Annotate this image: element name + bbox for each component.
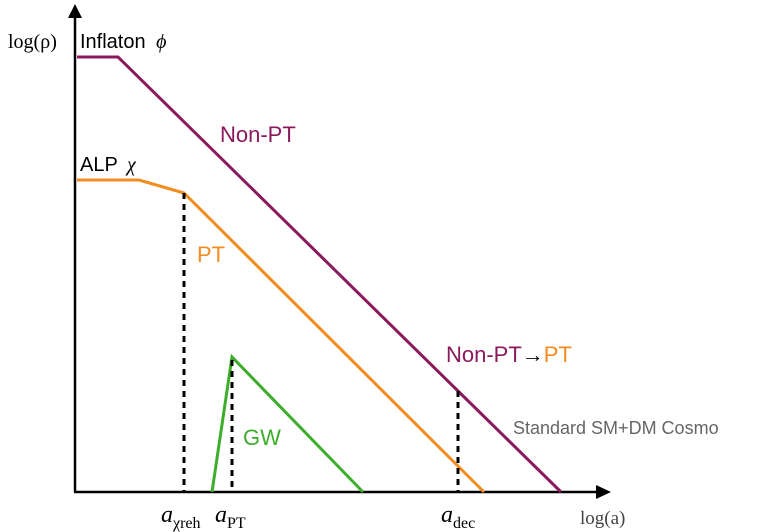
alp-curve: [77, 178, 486, 494]
y-axis-label: log(ρ): [8, 31, 57, 53]
alp-label-text: ALP: [80, 154, 117, 176]
y-axis-arrowhead: [68, 4, 82, 18]
standard-cosmo-label: Standard SM+DM Cosmo: [513, 418, 719, 438]
alp-label: ALP χ: [80, 154, 137, 176]
x-axis-arrowhead: [596, 485, 611, 499]
a-dec-base: a: [441, 502, 453, 528]
non-pt-to-pt-arrow: →: [522, 342, 544, 367]
a-pt-label: aPT: [215, 502, 246, 532]
a-dec-sub: dec: [453, 515, 475, 532]
a-chi-reh-sub: χreh: [172, 515, 201, 532]
non-pt-label: Non-PT: [220, 122, 296, 147]
pt-label: PT: [197, 242, 225, 267]
a-pt-sub: PT: [227, 515, 246, 532]
non-pt-to-pt-prefix: Non-PT: [446, 342, 522, 367]
gw-curve: [210, 353, 365, 494]
a-pt-base: a: [215, 502, 227, 528]
non-pt-to-pt-label: Non-PT→PT: [446, 342, 572, 367]
a-chi-reh-base: a: [161, 502, 173, 528]
a-dec-label: adec: [441, 502, 475, 532]
inflaton-label: Inflaton ϕ: [80, 31, 167, 53]
gw-label: GW: [243, 425, 281, 450]
x-axis-label: log(a): [580, 508, 625, 529]
non-pt-to-pt-suffix: PT: [544, 342, 572, 367]
inflaton-symbol: ϕ: [156, 31, 166, 53]
alp-symbol: χ: [125, 154, 137, 176]
inflaton-curve: [77, 55, 563, 494]
inflaton-label-text: Inflaton: [80, 31, 146, 53]
a-chi-reh-label: aχreh: [161, 502, 201, 532]
